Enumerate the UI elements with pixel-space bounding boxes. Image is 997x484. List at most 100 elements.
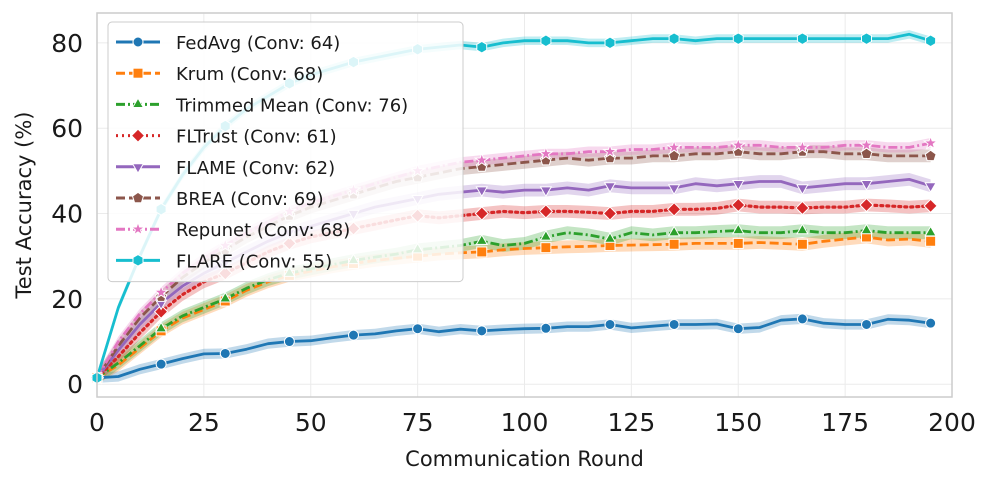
marker-flame (475, 186, 489, 198)
y-tick-label: 60 (51, 114, 83, 143)
marker-flare (732, 32, 744, 45)
legend: FedAvg (Conv: 64) Krum (Conv: 68) Trimmed … (107, 21, 464, 283)
marker-flare (796, 32, 808, 45)
marker-trimmed (667, 225, 681, 237)
line-trimmed (96, 229, 931, 379)
marker-fedavg (476, 325, 488, 337)
marker-trimmed (218, 291, 232, 303)
marker-fltrust (859, 197, 874, 213)
marker-repunet (922, 134, 939, 150)
legend-label-fltrust: FLTrust (Conv: 61) (176, 127, 337, 148)
legend-label-fedavg: FedAvg (Conv: 64) (176, 33, 340, 54)
marker-krum (925, 235, 937, 247)
marker-fedavg (861, 318, 872, 330)
marker-fltrust (666, 202, 682, 217)
marker-trimmed (603, 231, 617, 243)
marker-repunet (666, 139, 682, 155)
x-axis-label: Communication Round (405, 447, 644, 471)
marker-fedavg (412, 323, 424, 335)
marker-repunet (538, 145, 554, 161)
marker-fltrust (538, 204, 554, 219)
marker-repunet (858, 137, 875, 152)
marker-flare (604, 36, 616, 50)
marker-fltrust (795, 200, 810, 216)
marker-fedavg (604, 318, 616, 330)
y-axis-label: Test Accuracy (%) (12, 112, 36, 300)
marker-flare (861, 32, 872, 45)
legend-marker-flare (132, 254, 144, 267)
plot-frame (96, 12, 953, 398)
marker-krum (796, 238, 808, 250)
marker-trimmed (731, 223, 745, 235)
marker-flame (539, 186, 553, 198)
tick-labels: 0 25 50 75 100 125 150 175 200 0 20 40 60 80 (51, 29, 976, 437)
marker-repunet (153, 284, 169, 300)
legend-marker-flame (131, 163, 145, 175)
marker-krum (732, 237, 744, 249)
y-tick-label: 20 (51, 285, 83, 314)
marker-flame (924, 182, 937, 193)
legend-box (107, 21, 464, 283)
marker-brea (924, 149, 937, 162)
marker-trimmed (539, 229, 553, 241)
marker-fedavg (219, 347, 231, 359)
legend-label-brea: BREA (Conv: 69) (176, 189, 324, 210)
legend-label-trimmed: Trimmed Mean (Conv: 76) (175, 95, 408, 116)
marker-flame (860, 180, 873, 191)
legend-label-repunet: Repunet (Conv: 68) (176, 220, 350, 241)
marker-repunet (473, 151, 490, 167)
marker-trimmed (475, 234, 489, 245)
legend-marker-fedavg (132, 36, 144, 48)
marker-flare (925, 34, 937, 48)
marker-fltrust (474, 206, 490, 221)
legend-marker-brea (131, 191, 145, 204)
x-tick-label: 100 (501, 408, 549, 437)
y-tick-label: 40 (51, 200, 83, 229)
marker-repunet (794, 139, 811, 155)
marker-flame (603, 182, 617, 193)
marker-flame (667, 184, 681, 196)
marker-fedavg (732, 323, 744, 335)
legend-marker-fltrust (130, 128, 146, 143)
legend-marker-krum (132, 67, 144, 79)
marker-trimmed (924, 225, 937, 237)
marker-krum (668, 238, 680, 250)
marker-fedavg (540, 322, 552, 334)
legend-marker-trimmed (131, 97, 145, 108)
marker-trimmed (154, 321, 168, 333)
y-tick-label: 0 (67, 370, 83, 399)
marker-krum (540, 242, 552, 254)
marker-fedavg (796, 313, 808, 325)
marker-repunet (730, 137, 747, 152)
x-tick-label: 150 (714, 408, 762, 437)
marker-fedavg (155, 358, 167, 370)
legend-label-flame: FLAME (Conv: 62) (176, 158, 335, 179)
marker-flare (668, 32, 680, 45)
marker-fedavg (925, 317, 937, 329)
band-fedavg (97, 313, 931, 383)
line-krum (96, 235, 931, 380)
x-tick-label: 0 (89, 408, 105, 437)
line-fedavg (96, 317, 931, 380)
marker-fltrust (602, 206, 618, 221)
marker-fltrust (731, 197, 746, 213)
marker-flare (476, 40, 488, 54)
marker-fltrust (923, 198, 938, 214)
marker-fedavg (283, 336, 295, 348)
marker-fedavg (348, 329, 359, 341)
x-tick-label: 75 (402, 408, 434, 437)
marker-fedavg (668, 318, 680, 330)
x-tick-label: 200 (928, 408, 976, 437)
legend-marker-repunet (130, 220, 146, 236)
marker-flame (731, 180, 745, 191)
marker-trimmed (796, 223, 809, 235)
marker-fltrust (153, 304, 169, 319)
x-tick-label: 125 (608, 408, 656, 437)
marker-flare (540, 34, 552, 48)
legend-label-flare: FLARE (Conv: 55) (176, 251, 332, 272)
marker-krum (476, 246, 488, 258)
x-tick-label: 25 (188, 408, 220, 437)
y-tick-label: 80 (51, 29, 83, 58)
marker-flame (796, 184, 809, 196)
